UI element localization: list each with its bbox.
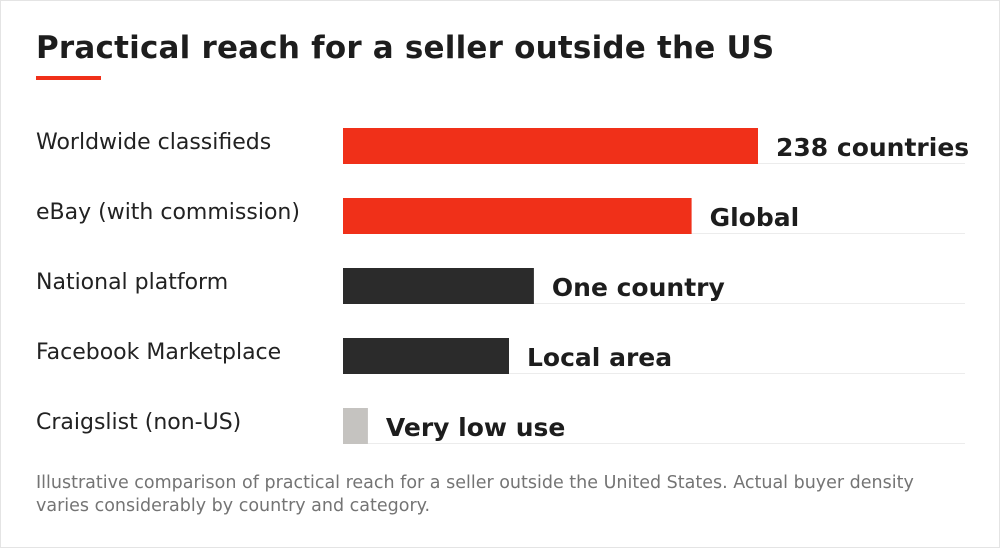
category-label: Craigslist (non-US) bbox=[36, 410, 241, 435]
bar bbox=[343, 128, 758, 164]
value-label: Very low use bbox=[386, 413, 565, 442]
chart-title: Practical reach for a seller outside the… bbox=[36, 30, 775, 66]
value-label: One country bbox=[552, 273, 725, 302]
value-label: Global bbox=[710, 203, 800, 232]
bar bbox=[343, 268, 534, 304]
category-label: eBay (with commission) bbox=[36, 200, 300, 225]
bar bbox=[343, 338, 509, 374]
category-label: National platform bbox=[36, 270, 228, 295]
value-label: Local area bbox=[527, 343, 672, 372]
category-label: Facebook Marketplace bbox=[36, 340, 281, 365]
title-accent-rule bbox=[36, 76, 101, 80]
bar bbox=[343, 198, 692, 234]
bar bbox=[343, 408, 368, 444]
category-label: Worldwide classifieds bbox=[36, 130, 271, 155]
value-label: 238 countries bbox=[776, 133, 969, 162]
chart-footnote: Illustrative comparison of practical rea… bbox=[36, 473, 914, 516]
